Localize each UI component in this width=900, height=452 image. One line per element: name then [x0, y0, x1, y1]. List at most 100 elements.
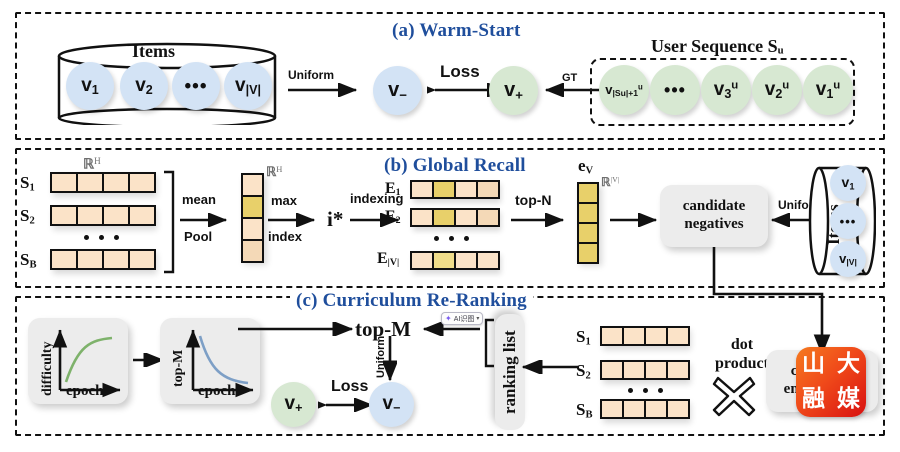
item-node-vlast: v|V| [224, 62, 272, 110]
matrix-cell-selected [432, 180, 456, 199]
gt-label: GT [562, 72, 578, 84]
warm-positive-label: v+ [504, 78, 523, 103]
matrix-cell [476, 208, 500, 227]
matrix-cell [102, 249, 130, 270]
watermark-char-1: 山 [802, 351, 825, 377]
items-b-node-ellipsis-label: ••• [839, 213, 857, 229]
matrix-cell [454, 180, 478, 199]
embedding-matrix-e1 [410, 180, 500, 199]
panel-c-title: (c) Curriculum Re-Ranking [290, 290, 533, 312]
matrix-cell [600, 360, 624, 380]
watermark-logo: 山 大 融 媒 [796, 347, 866, 417]
sequence-node-last-label: v|Su|+1u [605, 81, 643, 98]
matrix-cell [50, 205, 78, 226]
item-node-ellipsis: ••• [172, 62, 220, 110]
matrix-cell [476, 251, 500, 270]
difficulty-chart-xlabel: epoch [66, 383, 104, 399]
ev-label: eV [578, 156, 593, 176]
rh-sup: H [94, 156, 101, 166]
sequence-node-v3-label: v3u [713, 78, 739, 101]
session-label-s2: S2 [20, 206, 35, 227]
curriculum-positive-node: v+ [271, 382, 316, 427]
sessions-to-rankinglist-arrow [521, 360, 579, 374]
ai-widget-label: AI识图 [453, 315, 475, 323]
matrix-cell [102, 205, 130, 226]
cross-product-icon [712, 376, 756, 417]
session-matrix-s2 [50, 205, 156, 226]
sequence-node-v2: v2u [752, 65, 802, 115]
ai-recognize-widget[interactable]: ✦ AI识图 ▾ [441, 312, 484, 325]
mean-label: mean [182, 192, 216, 207]
pool-label: Pool [184, 229, 213, 244]
items-b-node-vlast: v|V| [830, 241, 866, 277]
ev-cell [577, 202, 599, 224]
difficulty-chart [52, 329, 121, 398]
curriculum-negative-node: v− [369, 382, 414, 427]
meanpool-arrow [180, 213, 228, 227]
items-b-node-v1: v1 [830, 165, 866, 201]
sequence-node-ellipsis: ••• [650, 65, 700, 115]
matrix-cell [76, 205, 104, 226]
session-matrix-s1 [50, 172, 156, 193]
c-session-ellipsis [628, 388, 663, 393]
sequence-node-v2-label: v2u [764, 78, 790, 101]
difficulty-chart-ylabel: difficulty [40, 341, 55, 396]
c-session-label-sb: SB [576, 400, 593, 421]
item-node-vlast-label: v|V| [235, 74, 261, 97]
items-cylinder-b [806, 160, 877, 282]
rv-sup: |V| [610, 175, 620, 185]
uniform-arrow-a [288, 83, 358, 97]
pooled-cell [241, 173, 264, 197]
matrix-cell [476, 180, 500, 199]
candidate-negatives-line2: negatives [684, 216, 744, 232]
matrix-cell [666, 399, 690, 419]
rv-label: ℝ|V| [601, 175, 619, 190]
panel-b-title: (b) Global Recall [384, 155, 526, 176]
embedding-label-e1: E1 [385, 180, 401, 199]
item-node-ellipsis-label: ••• [184, 75, 208, 97]
matrix-cell [600, 399, 624, 419]
ranking-list-label: ranking list [499, 330, 519, 414]
watermark-char-4: 媒 [837, 386, 860, 412]
items-b-node-ellipsis: ••• [830, 203, 866, 239]
warm-positive-node: v+ [489, 66, 538, 115]
dot-product-line1: dot [730, 336, 754, 354]
matrix-cell [410, 208, 434, 227]
c-session-matrix-s1 [600, 326, 690, 346]
user-sequence-title: User Sequence Sᵤ [651, 36, 784, 56]
c-session-label-s1: S1 [576, 327, 591, 348]
matrix-cell [644, 326, 668, 346]
ev-subscript: V [585, 165, 594, 177]
dot-product-line2: product [715, 355, 769, 372]
embedding-matrix-e2 [410, 208, 500, 227]
matrix-cell [622, 326, 646, 346]
matrix-cell [102, 172, 130, 193]
matrix-cell [50, 249, 78, 270]
candidate-negatives-line1: candidate [682, 198, 746, 215]
ev-vector [577, 182, 599, 264]
difficulty-to-topm-arrow [133, 353, 165, 367]
user-sequence-box [590, 58, 855, 126]
ev-cell [577, 222, 599, 244]
ranking-list-bracket [484, 318, 494, 368]
ev-symbol: e [578, 156, 586, 175]
pooled-rh-sup: H [276, 164, 283, 174]
topm-label: top-M [355, 317, 411, 341]
sequence-node-v1: v1u [803, 65, 853, 115]
embedding-label-ev: E|V| [377, 250, 400, 269]
matrix-cell [76, 249, 104, 270]
matrix-cell [644, 399, 668, 419]
c-session-matrix-s2 [600, 360, 690, 380]
matrix-cell [666, 326, 690, 346]
pooled-rh-symbol: ℝ [266, 164, 277, 180]
dot-product-label: dot product [710, 335, 774, 375]
loss-label-c: Loss [331, 378, 369, 395]
panel-warm-start [15, 12, 885, 140]
ev-cell [577, 182, 599, 204]
rh-symbol: ℝ [83, 157, 95, 173]
matrix-cell [50, 172, 78, 193]
items-b-node-v1-label: v1 [841, 173, 855, 192]
watermark-char-3: 融 [802, 386, 825, 412]
topn-arrow [511, 213, 565, 227]
